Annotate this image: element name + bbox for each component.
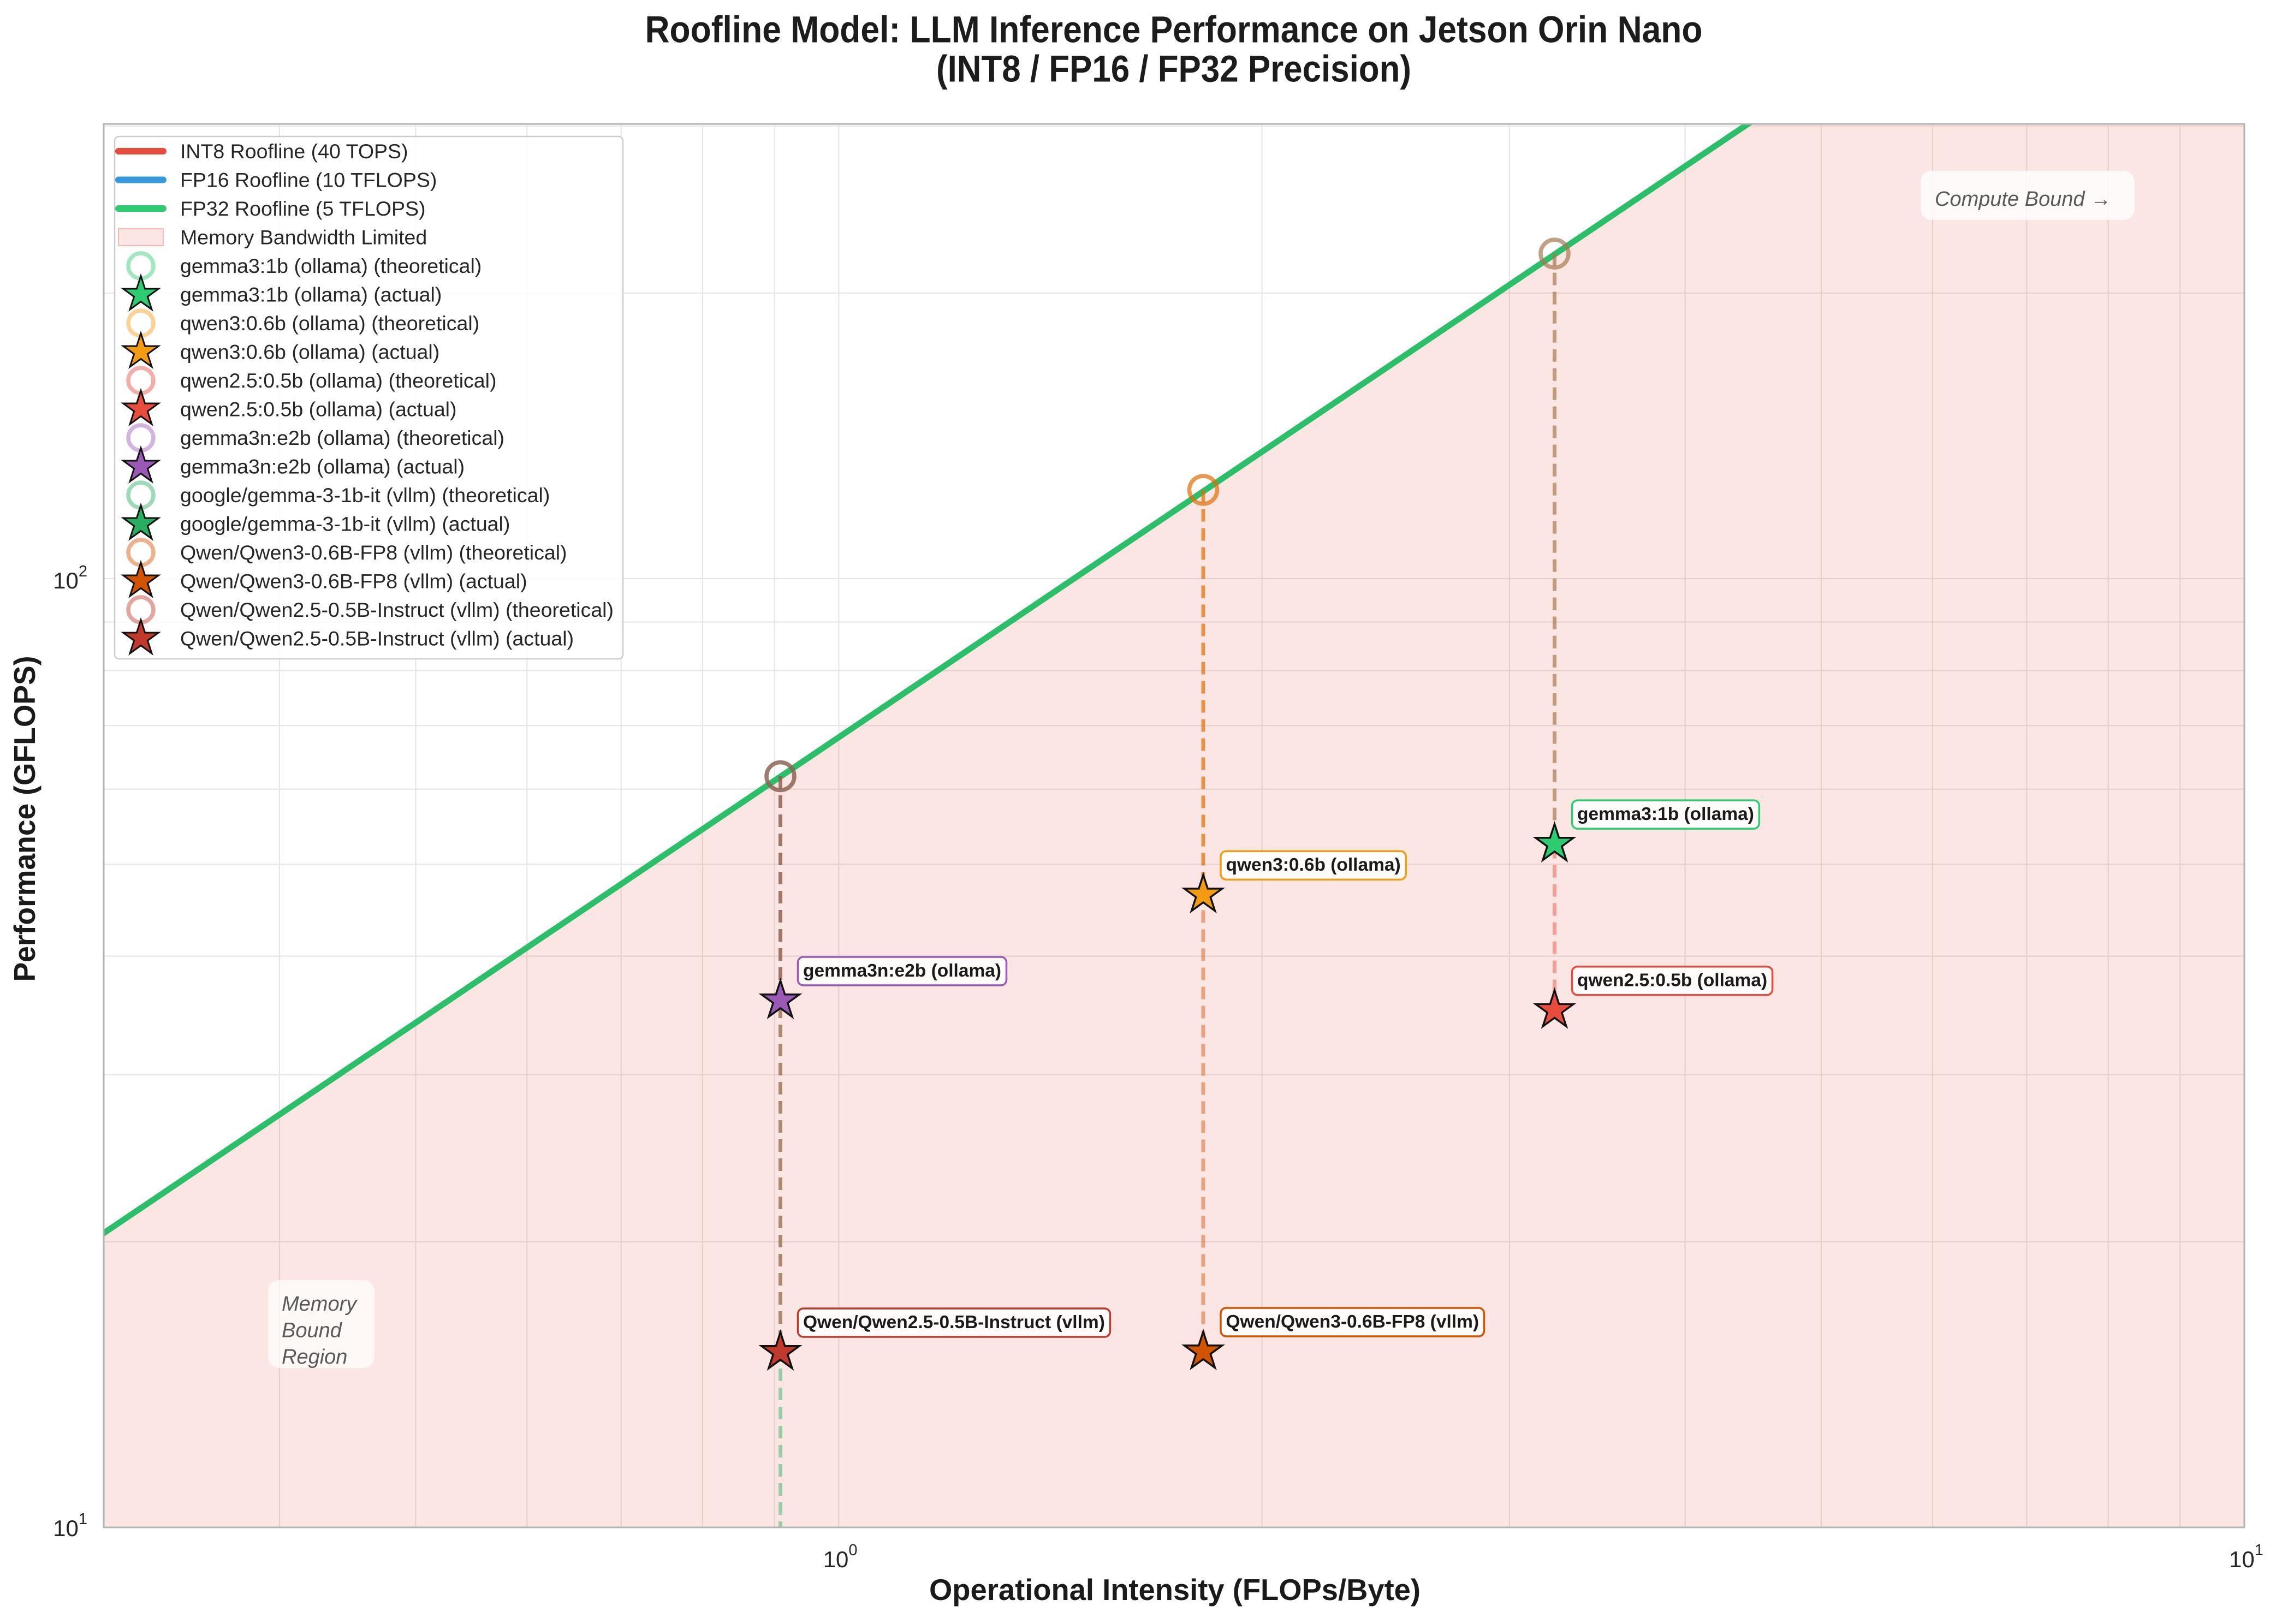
svg-text:Memory Bandwidth Limited: Memory Bandwidth Limited	[180, 226, 427, 249]
svg-text:gemma3n:e2b (ollama) (actual): gemma3n:e2b (ollama) (actual)	[180, 455, 465, 478]
svg-text:(INT8 / FP16 / FP32 Precision): (INT8 / FP16 / FP32 Precision)	[936, 48, 1411, 90]
svg-text:Qwen/Qwen2.5-0.5B-Instruct (vl: Qwen/Qwen2.5-0.5B-Instruct (vllm) (actua…	[180, 627, 574, 650]
svg-text:Qwen/Qwen3-0.6B-FP8 (vllm) (th: Qwen/Qwen3-0.6B-FP8 (vllm) (theoretical)	[180, 541, 567, 564]
svg-text:Qwen/Qwen3-0.6B-FP8 (vllm): Qwen/Qwen3-0.6B-FP8 (vllm)	[1226, 1312, 1479, 1332]
svg-text:qwen3:0.6b (ollama): qwen3:0.6b (ollama)	[1226, 855, 1401, 875]
svg-text:Memory: Memory	[282, 1293, 358, 1316]
svg-text:Operational Intensity (FLOPs/B: Operational Intensity (FLOPs/Byte)	[929, 1573, 1421, 1607]
svg-text:FP16 Roofline (10 TFLOPS): FP16 Roofline (10 TFLOPS)	[180, 169, 437, 192]
svg-text:gemma3n:e2b (ollama) (theoreti: gemma3n:e2b (ollama) (theoretical)	[180, 426, 504, 449]
svg-text:Region: Region	[282, 1346, 347, 1369]
svg-text:google/gemma-3-1b-it (vllm) (a: google/gemma-3-1b-it (vllm) (actual)	[180, 513, 510, 536]
svg-text:Qwen/Qwen3-0.6B-FP8 (vllm) (ac: Qwen/Qwen3-0.6B-FP8 (vllm) (actual)	[180, 570, 527, 593]
svg-text:google/gemma-3-1b-it (vllm) (t: google/gemma-3-1b-it (vllm) (theoretical…	[180, 484, 550, 507]
svg-text:Bound: Bound	[282, 1319, 343, 1342]
svg-text:Qwen/Qwen2.5-0.5B-Instruct (vl: Qwen/Qwen2.5-0.5B-Instruct (vllm)	[803, 1312, 1105, 1332]
svg-text:gemma3n:e2b (ollama): gemma3n:e2b (ollama)	[803, 961, 1001, 981]
svg-text:qwen3:0.6b (ollama) (theoretic: qwen3:0.6b (ollama) (theoretical)	[180, 312, 479, 335]
svg-text:qwen2.5:0.5b (ollama): qwen2.5:0.5b (ollama)	[1577, 971, 1767, 991]
svg-text:gemma3:1b (ollama): gemma3:1b (ollama)	[1577, 804, 1754, 824]
svg-text:gemma3:1b (ollama) (actual): gemma3:1b (ollama) (actual)	[180, 283, 442, 306]
svg-text:INT8 Roofline (40 TOPS): INT8 Roofline (40 TOPS)	[180, 140, 408, 163]
svg-text:qwen3:0.6b (ollama) (actual): qwen3:0.6b (ollama) (actual)	[180, 341, 439, 364]
svg-text:qwen2.5:0.5b (ollama) (actual): qwen2.5:0.5b (ollama) (actual)	[180, 398, 457, 421]
svg-text:FP32 Roofline (5 TFLOPS): FP32 Roofline (5 TFLOPS)	[180, 197, 426, 220]
svg-text:gemma3:1b (ollama) (theoretica: gemma3:1b (ollama) (theoretical)	[180, 254, 482, 277]
svg-text:Compute Bound →: Compute Bound →	[1935, 188, 2111, 211]
svg-text:Performance (GFLOPS): Performance (GFLOPS)	[8, 656, 41, 982]
svg-text:Roofline Model: LLM Inference: Roofline Model: LLM Inference Performanc…	[645, 9, 1703, 51]
svg-text:qwen2.5:0.5b (ollama) (theoret: qwen2.5:0.5b (ollama) (theoretical)	[180, 369, 496, 392]
svg-text:Qwen/Qwen2.5-0.5B-Instruct (vl: Qwen/Qwen2.5-0.5B-Instruct (vllm) (theor…	[180, 598, 614, 621]
